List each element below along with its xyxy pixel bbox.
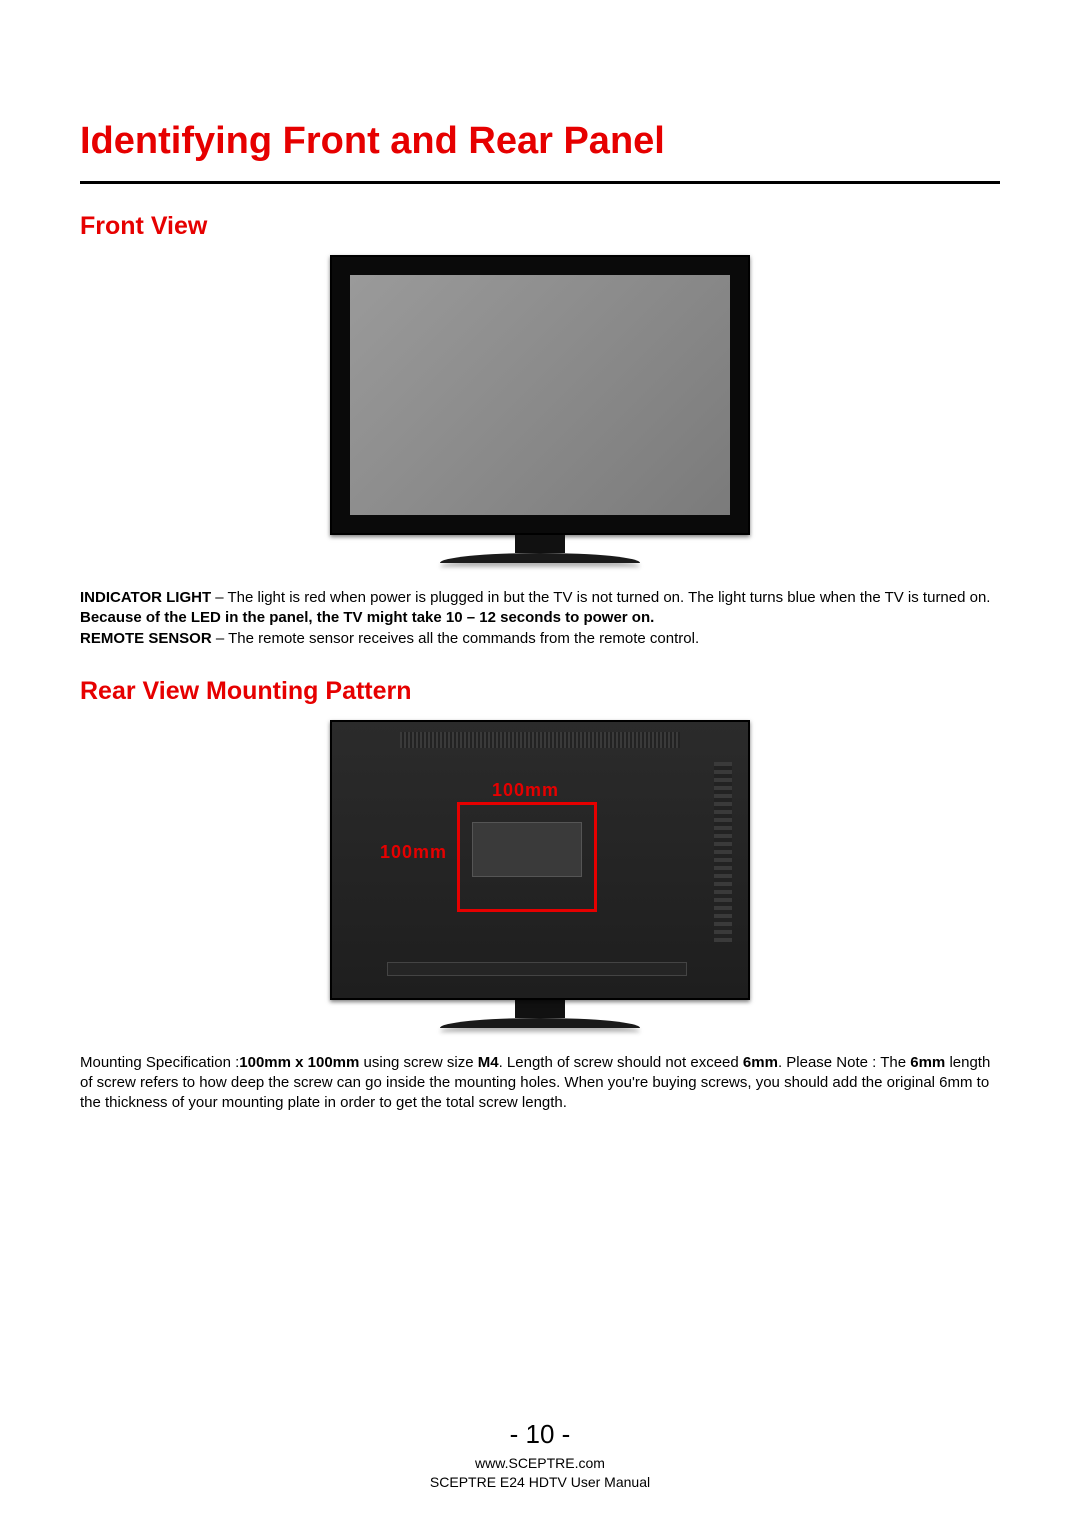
remote-sensor-text: – The remote sensor receives all the com…	[212, 630, 699, 647]
remote-sensor-label: REMOTE SENSOR	[80, 630, 212, 647]
front-view-figure	[80, 255, 1000, 568]
tv-bezel	[330, 255, 750, 535]
indicator-light-bold-note: Because of the LED in the panel, the TV …	[80, 609, 654, 626]
rear-view-figure: 100mm 100mm	[80, 720, 1000, 1033]
front-view-heading: Front View	[80, 212, 1000, 241]
tv-rear-illustration: 100mm 100mm	[330, 720, 750, 1028]
mounting-screw-length: 6mm	[743, 1054, 778, 1071]
tv-rear-neck	[515, 1000, 565, 1018]
mounting-text-2: using screw size	[359, 1054, 477, 1071]
rear-side-controls	[714, 762, 732, 942]
mounting-text-4: . Please Note : The	[778, 1054, 910, 1071]
tv-rear-base	[440, 1018, 640, 1028]
vesa-dimension-vertical: 100mm	[380, 842, 447, 863]
mounting-screw-size: M4	[478, 1054, 499, 1071]
rear-label-plate	[472, 822, 582, 877]
indicator-light-text: – The light is red when power is plugged…	[211, 589, 990, 606]
mounting-text-3: . Length of screw should not exceed	[499, 1054, 743, 1071]
tv-base	[440, 553, 640, 563]
vesa-dimension-horizontal: 100mm	[492, 780, 559, 801]
tv-screen	[350, 275, 730, 515]
page-main-heading: Identifying Front and Rear Panel	[80, 120, 1000, 163]
tv-rear-body: 100mm 100mm	[330, 720, 750, 1000]
footer-manual-title: SCEPTRE E24 HDTV User Manual	[0, 1473, 1080, 1493]
mounting-dimension: 100mm x 100mm	[239, 1054, 359, 1071]
indicator-light-label: INDICATOR LIGHT	[80, 589, 211, 606]
page-number: - 10 -	[0, 1419, 1080, 1450]
front-view-description: INDICATOR LIGHT – The light is red when …	[80, 588, 1000, 649]
tv-neck	[515, 535, 565, 553]
mounting-text-1: Mounting Specification :	[80, 1054, 239, 1071]
rear-vent	[400, 732, 680, 748]
mounting-screw-length-repeat: 6mm	[910, 1054, 945, 1071]
rear-view-heading: Rear View Mounting Pattern	[80, 677, 1000, 706]
page-footer: - 10 - www.SCEPTRE.com SCEPTRE E24 HDTV …	[0, 1419, 1080, 1493]
tv-front-illustration	[330, 255, 750, 563]
mounting-specification-text: Mounting Specification :100mm x 100mm us…	[80, 1053, 1000, 1114]
footer-website: www.SCEPTRE.com	[0, 1454, 1080, 1474]
rear-bottom-ports	[387, 962, 687, 976]
heading-divider	[80, 181, 1000, 184]
